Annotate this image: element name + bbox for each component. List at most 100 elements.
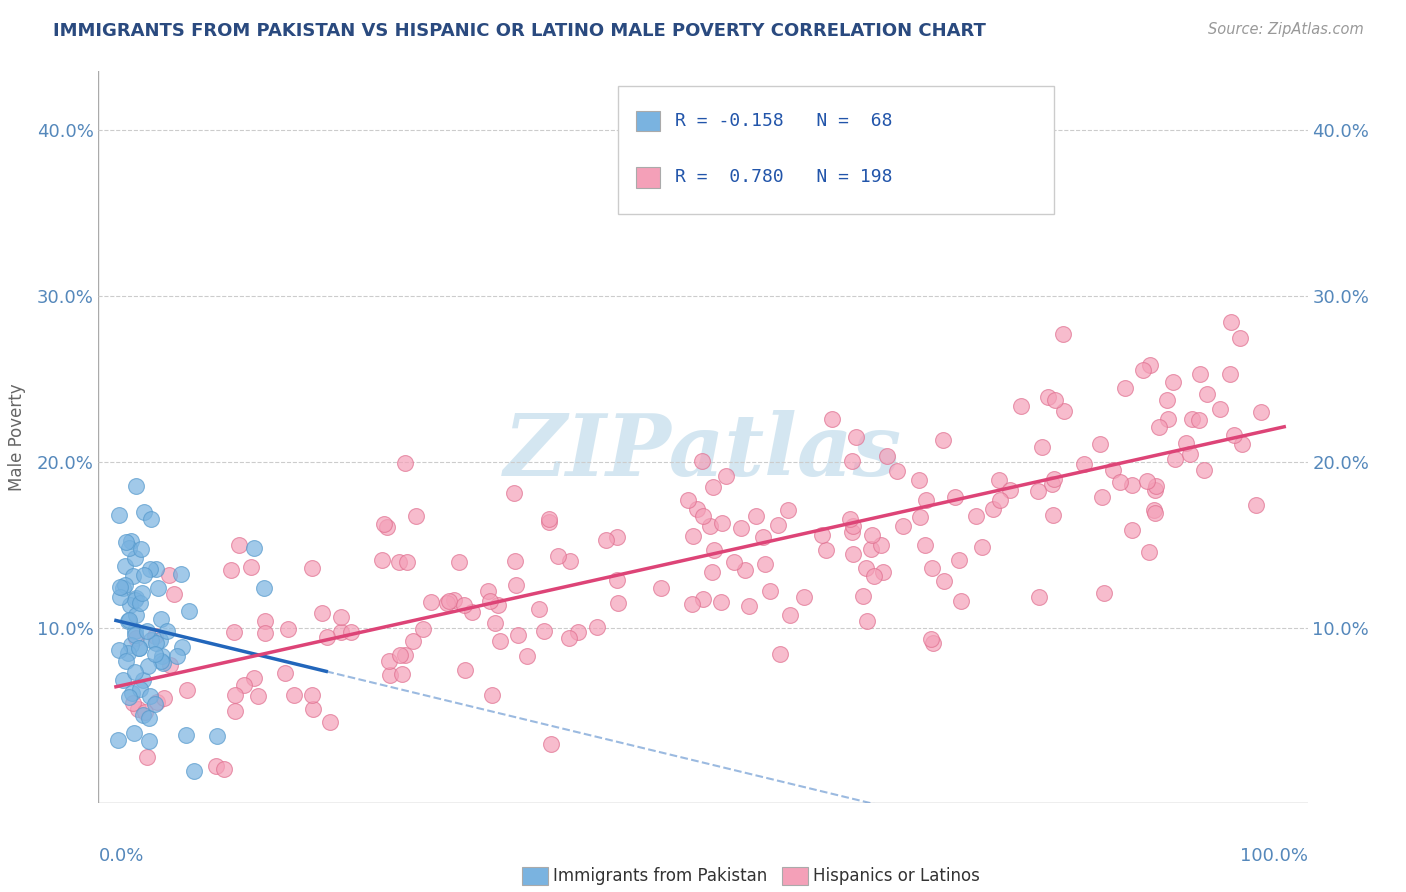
Point xyxy=(914,539,936,553)
Point xyxy=(540,738,562,752)
Point xyxy=(516,649,538,664)
Point xyxy=(872,565,894,579)
Point xyxy=(125,479,148,493)
Point xyxy=(437,594,460,608)
Point xyxy=(1036,391,1059,405)
Point xyxy=(139,633,162,648)
Point xyxy=(131,586,153,600)
Point xyxy=(734,563,756,577)
Point xyxy=(449,555,471,569)
Point xyxy=(586,620,609,634)
Point xyxy=(650,582,672,596)
Point xyxy=(128,640,150,655)
Point xyxy=(122,569,145,583)
Point xyxy=(301,688,323,702)
Point xyxy=(274,666,297,681)
Point xyxy=(1188,413,1211,427)
Point xyxy=(114,558,136,573)
Point xyxy=(948,553,970,567)
Point xyxy=(1143,506,1166,520)
Point xyxy=(533,624,555,639)
Point xyxy=(150,648,173,663)
Point xyxy=(224,624,246,639)
Point xyxy=(1250,405,1272,419)
Point xyxy=(950,594,973,608)
Point xyxy=(1102,463,1125,477)
Point xyxy=(224,704,246,718)
Point xyxy=(124,631,146,645)
Point xyxy=(1142,502,1164,516)
Point xyxy=(243,541,266,555)
Point xyxy=(686,501,709,516)
Point xyxy=(852,589,875,603)
Text: Hispanics or Latinos: Hispanics or Latinos xyxy=(813,867,980,885)
Point xyxy=(893,518,915,533)
Point xyxy=(128,641,150,656)
Point xyxy=(842,519,865,533)
Point xyxy=(108,643,131,657)
Point xyxy=(681,597,703,611)
Point xyxy=(1031,440,1053,454)
Point xyxy=(934,574,956,588)
Point xyxy=(183,764,205,778)
Point xyxy=(1121,478,1143,492)
Point xyxy=(1092,586,1115,600)
Point xyxy=(793,591,815,605)
Y-axis label: Male Poverty: Male Poverty xyxy=(7,384,25,491)
Point xyxy=(139,562,162,576)
Point xyxy=(778,503,800,517)
Point xyxy=(420,595,443,609)
Point xyxy=(1143,483,1166,497)
Point xyxy=(114,534,136,549)
Point xyxy=(477,583,499,598)
Point xyxy=(855,614,877,628)
Point xyxy=(1180,447,1202,461)
Point xyxy=(301,560,323,574)
Point xyxy=(204,759,226,773)
Point xyxy=(120,534,142,549)
Point xyxy=(139,690,162,704)
Point xyxy=(253,614,276,628)
Point xyxy=(842,547,865,561)
Point xyxy=(330,610,353,624)
Point xyxy=(391,666,413,681)
Point xyxy=(143,698,166,712)
Point xyxy=(1053,404,1076,418)
Point xyxy=(118,613,141,627)
Point xyxy=(860,528,883,542)
Point xyxy=(377,654,399,668)
Point xyxy=(537,515,560,529)
Point xyxy=(860,541,883,556)
Point xyxy=(714,469,737,483)
Point xyxy=(1109,475,1132,489)
Point xyxy=(228,538,250,552)
Point xyxy=(606,573,628,587)
Point xyxy=(745,508,768,523)
Point xyxy=(135,624,157,639)
Point xyxy=(759,583,782,598)
Point xyxy=(814,543,837,558)
Point xyxy=(152,656,174,670)
Point xyxy=(146,581,169,595)
Point xyxy=(242,671,264,685)
Point xyxy=(1218,368,1240,382)
Text: R = -0.158   N =  68: R = -0.158 N = 68 xyxy=(675,112,893,130)
Text: 100.0%: 100.0% xyxy=(1240,847,1308,864)
Point xyxy=(595,533,617,548)
Point xyxy=(145,636,167,650)
Point xyxy=(277,622,299,636)
Point xyxy=(394,456,416,470)
Point xyxy=(682,529,704,543)
Point xyxy=(118,690,141,704)
Point xyxy=(150,612,173,626)
FancyBboxPatch shape xyxy=(522,867,548,885)
Point xyxy=(1043,471,1066,485)
Point xyxy=(505,578,527,592)
Point xyxy=(319,714,342,729)
Point xyxy=(1175,435,1198,450)
Point xyxy=(128,682,150,697)
Point xyxy=(149,632,172,647)
Point xyxy=(1052,326,1074,341)
Point xyxy=(253,625,276,640)
Point xyxy=(489,634,512,648)
